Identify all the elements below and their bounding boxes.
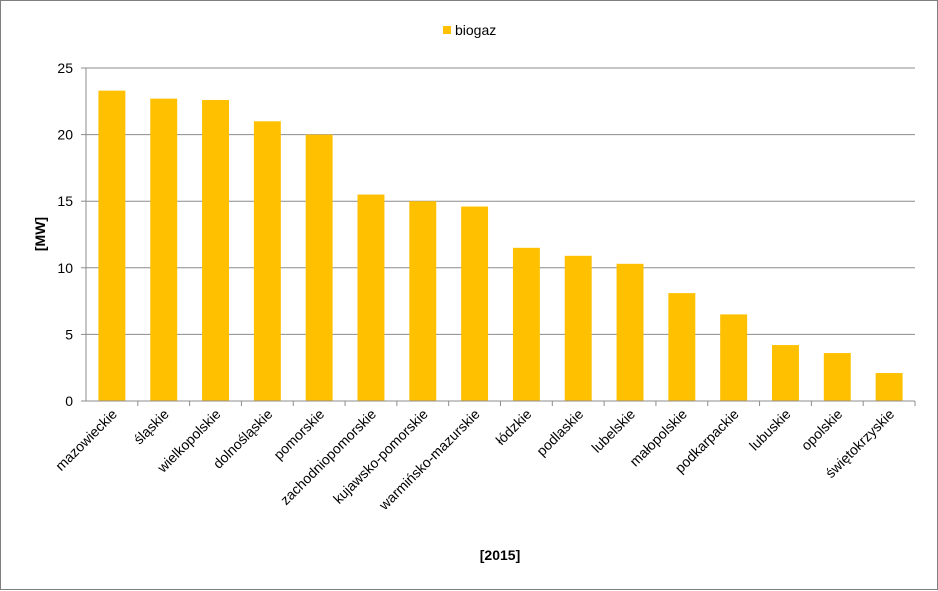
bar-śląskie: [150, 98, 178, 402]
x-tick-label: kujawsko-pomorskie: [330, 406, 431, 507]
x-tick-label: łódzkie: [492, 406, 534, 448]
legend: biogaz: [443, 22, 496, 38]
y-tick-labels: 0 5 10 15 20 25: [57, 60, 73, 409]
x-tick-labels: mazowieckie śląskiewielkopolskiedolnośląs…: [52, 406, 897, 514]
bar-lubuskie: [771, 345, 799, 401]
legend-label-biogaz: biogaz: [455, 22, 496, 38]
x-tick-label: śląskie: [130, 406, 172, 448]
bar-zachodniopomorskie: [357, 194, 385, 401]
x-tick-label: warmińsko-mazurskie: [375, 406, 483, 514]
bar-lubelskie: [616, 263, 644, 401]
legend-swatch-biogaz: [443, 26, 451, 34]
bar-łódzkie: [512, 247, 540, 401]
x-tick-label: lubelskie: [588, 406, 638, 456]
y-tick-label: 15: [57, 193, 73, 209]
bar-podlaskie: [564, 255, 592, 401]
x-tick-label: mazowieckie: [52, 406, 120, 474]
bar-opolskie: [823, 353, 851, 401]
y-tick-label: 10: [57, 260, 73, 276]
x-tick-label: zachodniopomorskie: [277, 406, 379, 508]
bar-podkarpackie: [720, 314, 748, 401]
y-tick-label: 25: [57, 60, 73, 76]
bar-dolnośląskie: [253, 121, 281, 401]
y-tick-label: 0: [65, 393, 73, 409]
x-tick-label: podlaskie: [533, 406, 586, 459]
x-axis-title: [2015]: [480, 547, 520, 563]
bar-małopolskie: [668, 293, 696, 401]
bar-series: [98, 90, 903, 402]
y-axis-title: [MW]: [32, 217, 48, 251]
y-tick-label: 5: [65, 326, 73, 342]
bar-mazowieckie: [98, 90, 126, 402]
y-tick-label: 20: [57, 127, 73, 143]
x-tick-label: opolskie: [798, 406, 846, 454]
axes: [81, 67, 916, 406]
bar-wielkopolskie: [202, 99, 230, 401]
x-tick-label: lubuskie: [746, 406, 794, 454]
bar-świętokrzyskie: [875, 373, 903, 401]
bar-pomorskie: [305, 134, 333, 401]
bar-warmińsko-mazurskie: [461, 206, 489, 401]
bar-kujawsko-pomorskie: [409, 201, 437, 401]
